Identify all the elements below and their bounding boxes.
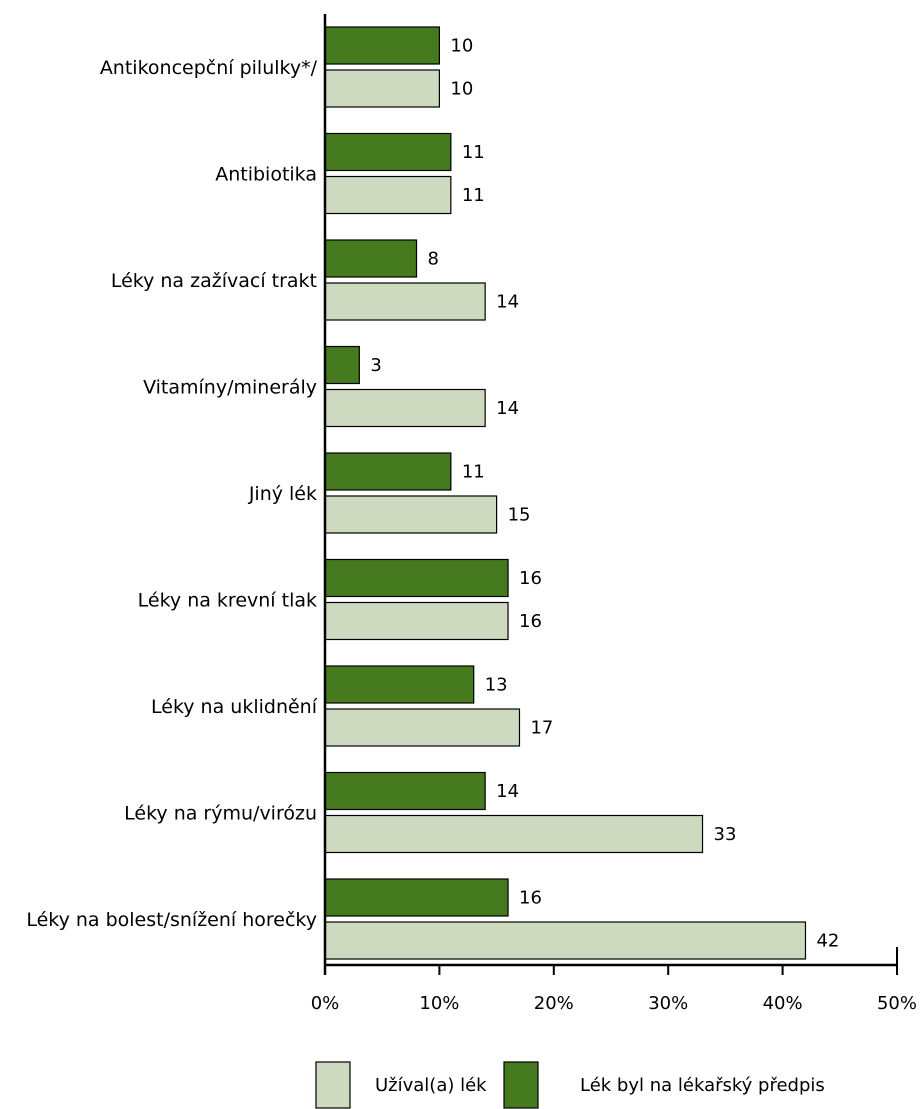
value-label-used-4: 15 (508, 505, 531, 526)
bar-prescribed-1 (324, 132, 452, 172)
bar-used-0 (324, 69, 441, 108)
category-label: Léky na uklidnění (151, 696, 318, 718)
x-tick-label: 30% (648, 993, 688, 1014)
legend-used-label: Užíval(a) lék (375, 1075, 487, 1096)
value-label-prescribed-5: 16 (519, 568, 542, 589)
value-label-used-0: 10 (450, 79, 473, 100)
category-label: Léky na bolest/snížení horečky (26, 909, 317, 931)
value-label-prescribed-3: 3 (370, 355, 381, 376)
x-tick-label: 0% (311, 993, 340, 1014)
value-label-prescribed-7: 14 (496, 781, 519, 802)
value-label-used-8: 42 (816, 931, 839, 952)
bar-prescribed-3 (324, 345, 360, 385)
bar-prescribed-4 (324, 452, 452, 491)
legend-prescribed-swatch (503, 1061, 539, 1109)
value-label-used-6: 17 (530, 718, 553, 739)
x-tick-label: 10% (419, 993, 459, 1014)
bar-used-6 (324, 708, 521, 747)
bar-used-8 (324, 921, 807, 960)
value-label-prescribed-2: 8 (428, 249, 439, 270)
bar-used-5 (324, 601, 509, 641)
category-label: Léky na rýmu/virózu (124, 803, 317, 825)
bar-prescribed-5 (324, 558, 509, 598)
category-label: Antikoncepční pilulky*/ (100, 57, 318, 79)
bar-prescribed-7 (324, 771, 486, 811)
value-label-prescribed-6: 13 (485, 675, 508, 696)
value-label-used-2: 14 (496, 292, 519, 313)
bar-prescribed-6 (324, 665, 475, 704)
value-label-prescribed-1: 11 (462, 142, 485, 163)
bar-used-7 (324, 814, 704, 854)
value-label-used-3: 14 (496, 398, 519, 419)
legend-prescribed-label: Lék byl na lékařský předpis (580, 1075, 825, 1096)
value-label-prescribed-8: 16 (519, 888, 542, 909)
x-tick-label: 20% (534, 993, 574, 1014)
bar-used-4 (324, 495, 498, 534)
bar-prescribed-8 (324, 878, 509, 917)
bar-used-1 (324, 175, 452, 215)
value-label-used-5: 16 (519, 611, 542, 632)
bar-prescribed-2 (324, 239, 418, 278)
x-tick-label: 40% (763, 993, 803, 1014)
x-tick-label: 50% (877, 993, 917, 1014)
value-label-prescribed-0: 10 (450, 36, 473, 57)
bar-prescribed-0 (324, 26, 441, 65)
value-label-prescribed-4: 11 (462, 462, 485, 483)
category-label: Léky na zažívací trakt (111, 270, 317, 292)
category-label: Antibiotika (215, 164, 317, 186)
category-label: Léky na krevní tlak (138, 590, 317, 612)
category-label: Jiný lék (248, 483, 317, 505)
bar-used-2 (324, 282, 486, 321)
value-label-used-7: 33 (714, 824, 737, 845)
category-label: Vitamíny/minerály (143, 377, 317, 399)
value-label-used-1: 11 (462, 185, 485, 206)
bar-used-3 (324, 388, 486, 428)
legend-used-swatch (315, 1061, 351, 1109)
